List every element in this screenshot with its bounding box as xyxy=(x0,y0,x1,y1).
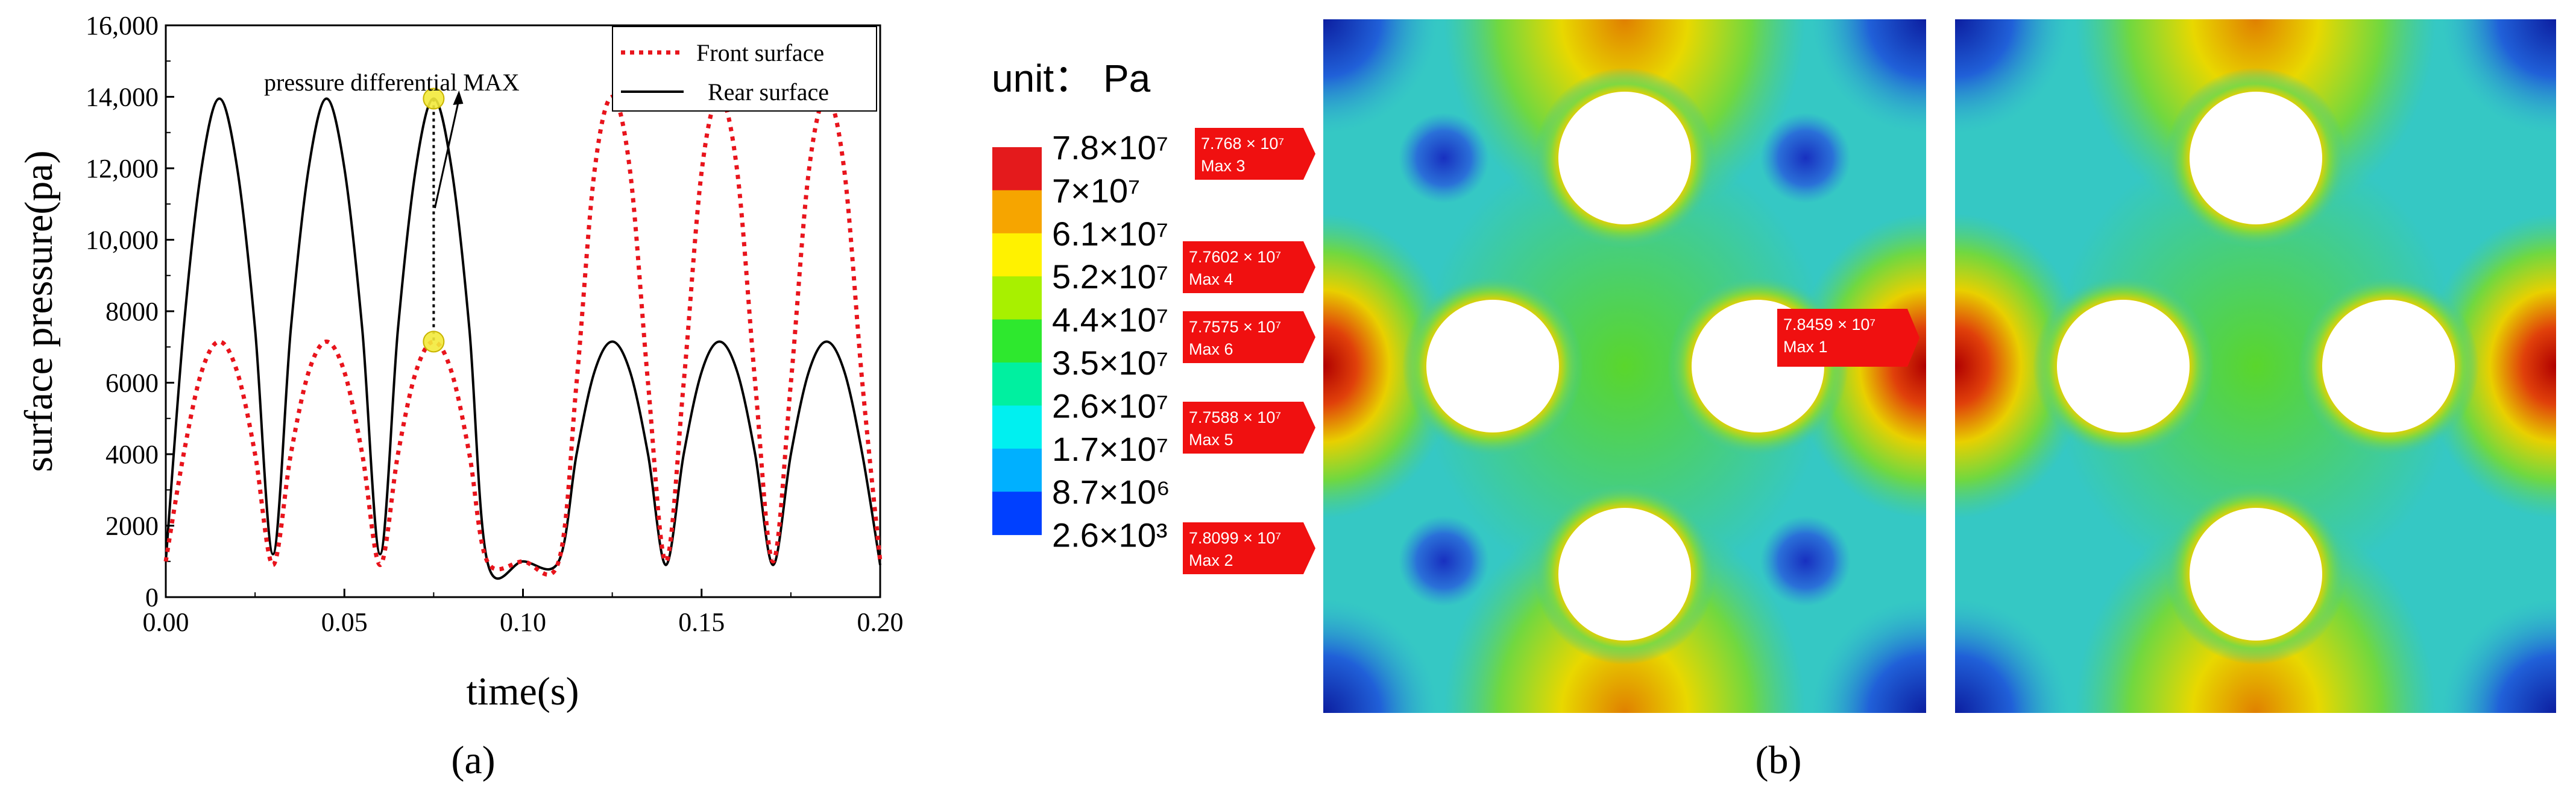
max-label-bg xyxy=(1183,311,1315,363)
max-label-bg xyxy=(1777,309,1919,367)
x-tick-label: 0.10 xyxy=(500,607,546,637)
colorbar-segment xyxy=(992,405,1042,449)
hole xyxy=(2057,300,2190,432)
colorbar-label: 1.7×10⁷ xyxy=(1052,430,1168,468)
x-tick-label: 0.00 xyxy=(143,607,189,637)
max-label-name: Max 1 xyxy=(1783,338,1828,356)
x-tick-label: 0.05 xyxy=(321,607,368,637)
colorbar-segment xyxy=(992,363,1042,406)
max-label-bg xyxy=(1183,241,1315,293)
colorbar-segment xyxy=(992,492,1042,536)
max-label-bg xyxy=(1183,402,1315,454)
colorbar-label: 6.1×10⁷ xyxy=(1052,215,1168,253)
max-label-2: 7.7602 × 10⁷ Max 4 xyxy=(1183,241,1315,293)
max-label-3: 7.7575 × 10⁷ Max 6 xyxy=(1183,311,1315,363)
max-label-4: 7.7588 × 10⁷ Max 5 xyxy=(1183,402,1315,454)
colorbar-label: 7.8×10⁷ xyxy=(1052,128,1168,166)
hole xyxy=(1558,92,1691,224)
max-label-name: Max 3 xyxy=(1201,157,1245,175)
colorbar-label: 3.5×10⁷ xyxy=(1052,344,1168,382)
colorbar-unit: unit： Pa xyxy=(992,57,1151,100)
panel-label-a: (a) xyxy=(451,738,495,782)
y-axis-title: surface pressure(pa) xyxy=(17,150,61,472)
x-axis-title: time(s) xyxy=(467,670,579,714)
max-labels: 7.768 × 10⁷ Max 3 7.7602 × 10⁷ Max 4 7.7575 … xyxy=(1183,128,1919,574)
max-label-6: 7.8459 × 10⁷ Max 1 xyxy=(1777,309,1919,367)
legend: Front surface Rear surface xyxy=(612,26,877,112)
y-tick-label: 16,000 xyxy=(86,11,159,40)
colorbar-label: 4.4×10⁷ xyxy=(1052,301,1168,339)
contour-plot-2 xyxy=(1955,19,2556,713)
colorbar-label: 2.6×10³ xyxy=(1052,516,1168,554)
x-tick-label: 0.15 xyxy=(678,607,725,637)
x-axis-ticks: 0.00 0.05 0.10 0.15 0.20 xyxy=(143,589,904,637)
max-label-bg xyxy=(1195,128,1315,180)
y-tick-label: 12,000 xyxy=(86,154,159,183)
hole xyxy=(1426,300,1559,432)
y-tick-label: 4000 xyxy=(105,440,159,469)
series-line-rear-surface xyxy=(165,97,881,580)
x-tick-label: 0.20 xyxy=(857,607,904,637)
colorbar-segment xyxy=(992,319,1042,363)
max-label-bg xyxy=(1183,522,1315,574)
annotation-arrowhead xyxy=(453,90,464,105)
hole xyxy=(2190,508,2322,641)
stress-contour-panel: unit： Pa 7.8×10⁷ 7×10⁷ 6.1×10⁷ 5.2×10⁷ 4.4×1… xyxy=(992,19,2556,782)
colorbar-label: 5.2×10⁷ xyxy=(1052,258,1168,296)
max-label-name: Max 2 xyxy=(1189,551,1233,569)
panel-label-b: (b) xyxy=(1756,738,1802,782)
y-axis-ticks: 0 2000 4000 6000 8000 10,000 12,000 14,000 16,00… xyxy=(86,11,174,612)
hole xyxy=(2190,92,2322,224)
colorbar-label: 7×10⁷ xyxy=(1052,171,1140,209)
colorbar-segment xyxy=(992,448,1042,492)
max-label-value: 7.768 × 10⁷ xyxy=(1201,135,1284,153)
max-label-5: 7.8099 × 10⁷ Max 2 xyxy=(1183,522,1315,574)
max-label-name: Max 5 xyxy=(1189,431,1233,449)
colorbar-segment xyxy=(992,190,1042,234)
pressure-line-chart: 0 2000 4000 6000 8000 10,000 12,000 14,000 16,00… xyxy=(17,11,904,782)
annotation-layer: pressure differential MAX xyxy=(264,69,520,353)
legend-box xyxy=(612,26,877,112)
max-label-value: 7.8099 × 10⁷ xyxy=(1189,529,1281,547)
series-layer xyxy=(163,94,883,580)
y-tick-label: 14,000 xyxy=(86,83,159,112)
max-label-name: Max 4 xyxy=(1189,270,1233,288)
max-label-1: 7.768 × 10⁷ Max 3 xyxy=(1195,128,1315,180)
y-tick-label: 6000 xyxy=(105,369,159,398)
max-marker-bottom xyxy=(423,331,445,353)
y-tick-label: 2000 xyxy=(105,511,159,541)
contour-plot-1 xyxy=(1323,19,1926,713)
y-tick-label: 10,000 xyxy=(86,226,159,255)
colorbar: 7.8×10⁷ 7×10⁷ 6.1×10⁷ 5.2×10⁷ 4.4×10⁷ 3.5×10⁷… xyxy=(992,128,1170,554)
colorbar-segment xyxy=(992,276,1042,320)
legend-label-front: Front surface xyxy=(696,39,824,66)
max-marker-top xyxy=(423,87,445,110)
colorbar-label: 8.7×10⁶ xyxy=(1052,473,1170,511)
max-label-value: 7.7575 × 10⁷ xyxy=(1189,318,1281,336)
colorbar-segment xyxy=(992,147,1042,191)
max-label-value: 7.7602 × 10⁷ xyxy=(1189,248,1281,266)
hole xyxy=(1558,508,1691,641)
colorbar-label: 2.6×10⁷ xyxy=(1052,387,1168,425)
legend-label-rear: Rear surface xyxy=(708,78,829,106)
hole xyxy=(2322,300,2455,432)
annotation-arrow xyxy=(433,98,460,209)
max-label-name: Max 6 xyxy=(1189,340,1233,358)
annotation-text: pressure differential MAX xyxy=(264,69,520,96)
max-label-value: 7.8459 × 10⁷ xyxy=(1783,315,1875,334)
y-tick-label: 0 xyxy=(145,583,159,612)
colorbar-segment xyxy=(992,233,1042,277)
max-label-value: 7.7588 × 10⁷ xyxy=(1189,408,1281,426)
y-tick-label: 8000 xyxy=(105,297,159,326)
